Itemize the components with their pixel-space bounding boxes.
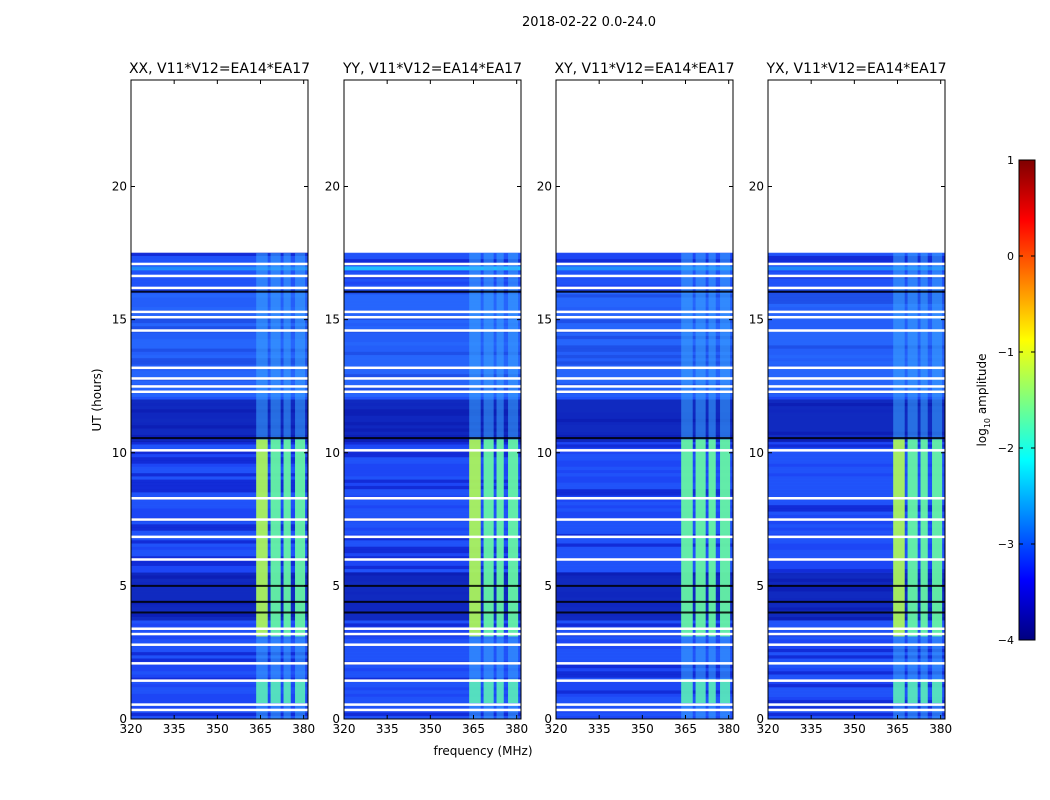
colorbar-label-sub: 10: [983, 418, 992, 428]
y-tick-label: 10: [749, 446, 764, 460]
y-tick-label: 15: [112, 313, 127, 327]
panel-frame: [130, 79, 309, 720]
panel-4: YX, V11*V12=EA14*EA17 320 335 350 365 380 0 5 10…: [749, 61, 952, 736]
y-tick-label: 15: [325, 313, 340, 327]
x-tick-label: 320: [545, 722, 568, 736]
y-tick-label: 10: [537, 446, 552, 460]
panel-frame: [343, 79, 522, 720]
panel-title: YY, V11*V12=EA14*EA17: [342, 61, 522, 77]
x-tick-label: 335: [376, 722, 399, 736]
x-tick-label: 350: [206, 722, 229, 736]
panel-heatmap: [768, 252, 945, 719]
x-tick-label: 350: [419, 722, 442, 736]
colorbar-label-rest: amplitude: [975, 354, 989, 418]
panel-2: YY, V11*V12=EA14*EA17 320 335 350 365 380 0 5 10…: [325, 61, 528, 736]
colorbar: log10 amplitude 10−1−2−3−4: [975, 154, 1036, 647]
x-tick-label: 335: [588, 722, 611, 736]
y-tick-label: 15: [749, 313, 764, 327]
y-tick-label: 10: [325, 446, 340, 460]
panel-heatmap: [344, 252, 521, 719]
y-tick-label: 5: [119, 579, 127, 593]
panel-heatmap: [556, 252, 733, 719]
colorbar-tick-label: 1: [1007, 154, 1014, 167]
y-tick-label: 20: [749, 180, 764, 194]
panel-title: XY, V11*V12=EA14*EA17: [554, 61, 734, 77]
x-tick-label: 365: [462, 722, 485, 736]
x-tick-label: 320: [757, 722, 780, 736]
x-tick-label: 380: [929, 722, 952, 736]
x-tick-label: 365: [674, 722, 697, 736]
y-tick-label: 20: [112, 180, 127, 194]
y-axis-label: UT (hours): [90, 368, 104, 431]
y-tick-label: 5: [332, 579, 340, 593]
y-tick-label: 15: [537, 313, 552, 327]
x-tick-label: 350: [631, 722, 654, 736]
x-tick-label: 335: [800, 722, 823, 736]
panels: XX, V11*V12=EA14*EA17 320 335 350 365 380 0 5 10…: [112, 61, 952, 736]
panel-1: XX, V11*V12=EA14*EA17 320 335 350 365 380 0 5 10…: [112, 61, 315, 736]
x-axis-label: frequency (MHz): [433, 744, 532, 758]
x-tick-label: 380: [717, 722, 740, 736]
y-tick-label: 5: [756, 579, 764, 593]
colorbar-tick-label: −1: [998, 346, 1014, 359]
y-tick-label: 5: [544, 579, 552, 593]
y-tick-label: 0: [756, 712, 764, 726]
colorbar-label-main: log: [975, 428, 989, 446]
colorbar-tick-label: −2: [998, 442, 1014, 455]
colorbar-ticks: 1 0 −1 −2 −3 −4: [998, 154, 1035, 647]
panel-title: XX, V11*V12=EA14*EA17: [129, 61, 310, 77]
x-tick-label: 380: [505, 722, 528, 736]
x-tick-label: 350: [843, 722, 866, 736]
x-tick-label: 380: [292, 722, 315, 736]
x-tick-label: 365: [249, 722, 272, 736]
y-tick-label: 0: [119, 712, 127, 726]
colorbar-tick-label: 0: [1007, 250, 1014, 263]
x-tick-label: 320: [120, 722, 143, 736]
y-tick-label: 20: [325, 180, 340, 194]
colorbar-label: log10 amplitude: [975, 354, 992, 447]
figure-suptitle: 2018-02-22 0.0-24.0: [522, 15, 656, 30]
panel-frame: [767, 79, 946, 720]
panel-frame: [555, 79, 734, 720]
panel-heatmap: [131, 252, 308, 719]
y-tick-label: 0: [332, 712, 340, 726]
y-tick-label: 0: [544, 712, 552, 726]
colorbar-tick-label: −3: [998, 538, 1014, 551]
colorbar-tick-label: −4: [998, 634, 1014, 647]
x-tick-label: 365: [886, 722, 909, 736]
x-tick-label: 320: [333, 722, 356, 736]
y-tick-label: 10: [112, 446, 127, 460]
panel-3: XY, V11*V12=EA14*EA17 320 335 350 365 380 0 5 10…: [537, 61, 740, 736]
panel-title: YX, V11*V12=EA14*EA17: [765, 61, 946, 77]
y-tick-label: 20: [537, 180, 552, 194]
colorbar-bar: [1018, 159, 1036, 641]
x-tick-label: 335: [163, 722, 186, 736]
